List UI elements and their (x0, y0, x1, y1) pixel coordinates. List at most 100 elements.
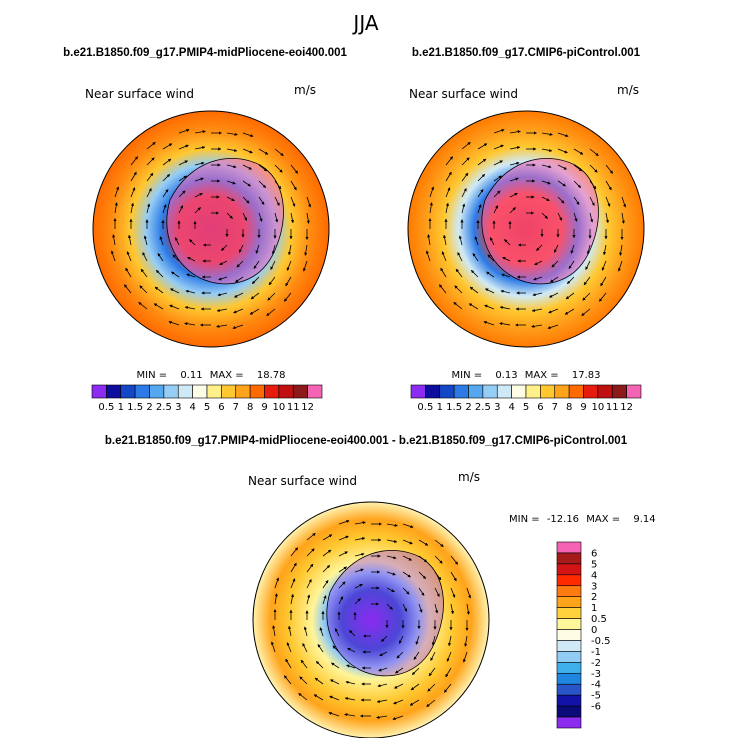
panel-3-wind-arrow-89 (302, 642, 308, 653)
panel-1-colorbar-label-3: 2 (146, 402, 152, 413)
panel-3-colorbar-box-2 (556, 563, 582, 576)
panel-3-wind-arrow-43 (386, 587, 395, 593)
panel-2-wind-arrow-92 (502, 256, 511, 262)
panel-1-wind-arrow-54 (194, 207, 201, 214)
panel-3-antarctica-outline (326, 550, 444, 677)
panel-3-colorbar-box-16 (556, 716, 582, 729)
panel-1-wind-arrow-8 (194, 146, 206, 150)
panel-2-colorbar-box-9 (540, 384, 556, 399)
panel-3-wind-arrow-4 (402, 523, 414, 529)
panel-1-wind-arrow-95 (236, 260, 244, 268)
panel-3-wind-arrow-110 (445, 667, 452, 678)
panel-3-wind-arrow-115 (345, 680, 356, 685)
panel-2-wind-arrow-74 (427, 234, 431, 246)
panel-1-wind-arrow-132 (184, 322, 196, 326)
panel-3-wind-arrow-36 (274, 577, 280, 589)
panel-2-wind-arrow-113 (469, 286, 479, 294)
panel-3: b.e21.B1850.f09_g17.PMIP4-midPliocene-eo… (105, 435, 656, 738)
panel-3-colorbar-box-14 (556, 694, 582, 707)
panel-1-wind-arrow-102 (155, 269, 164, 278)
panel-1-wind-arrow-45 (258, 196, 265, 205)
panel-2-wind-arrow-27 (477, 173, 486, 182)
panel-3-wind-arrow-48 (466, 587, 472, 599)
panel-1-colorbar-box-3 (134, 384, 150, 399)
panel-2-wind-arrow-41 (509, 192, 518, 198)
panel-1-colorbar-box-12 (264, 384, 280, 399)
panel-1-wind-arrow-59 (274, 212, 279, 223)
panel-1-colorbar-label-0: 0.5 (98, 402, 114, 413)
panel-2-wind-arrow-112 (454, 285, 463, 294)
panel-3-wind-arrow-74 (272, 625, 276, 637)
panel-2-wind-arrow-130 (581, 308, 591, 316)
panel-1-wind-arrow-21 (242, 164, 253, 170)
panel-1-wind-arrow-115 (185, 289, 196, 294)
panel-2-wind-arrow-21 (557, 164, 568, 170)
panel-2-wind-arrow-40 (493, 190, 501, 198)
panel-1-colorbar-label-6: 4 (189, 402, 195, 413)
panel-3-wind-arrow-111 (284, 675, 292, 685)
panel-1-max-value: 18.78 (257, 370, 286, 381)
panel-1-wind-arrow-92 (187, 256, 196, 262)
panel-3-wind-arrow-123 (313, 694, 324, 701)
panel-3-wind-arrow-75 (288, 625, 292, 637)
panel-3-wind-vectors (270, 519, 472, 721)
panel-1-colorbar-box-4 (149, 384, 165, 399)
panel-2-wind-arrow-18 (509, 161, 520, 166)
panel-1-colorbar-box-2 (120, 384, 136, 399)
panel-3-wind-arrow-23 (434, 555, 443, 564)
panel-1-wind-arrow-26 (146, 172, 154, 182)
panel-2-wind-arrow-29 (509, 177, 519, 182)
panel-3-wind-arrow-104 (346, 664, 356, 669)
panel-1-wind-arrow-28 (178, 175, 187, 182)
panel-3-wind-arrow-31 (386, 571, 396, 576)
panel-3-wind-arrow-120 (427, 683, 436, 692)
panel-3-colorbar-box-11 (556, 662, 582, 674)
panel-2-wind-arrow-114 (484, 288, 495, 294)
panel-2-min-label: MIN = (452, 370, 483, 381)
panel-3-wind-arrow-14 (290, 547, 298, 557)
panel-3-wind-arrow-119 (410, 683, 420, 691)
panel-3-wind-arrow-127 (376, 699, 388, 703)
panel-3-wind-arrow-28 (338, 566, 347, 573)
panel-3-colorbar-label-9: -1 (591, 647, 601, 658)
panel-2-wind-arrow-11 (557, 148, 568, 154)
panel-2-wind-arrow-7 (493, 144, 504, 150)
panel-1-wind-arrow-57 (242, 212, 248, 221)
panel-1-colorbar-box-6 (177, 384, 193, 399)
panel-1-variable: Near surface wind (85, 87, 194, 101)
panel-1-wind-arrow-125 (184, 306, 196, 310)
panel-3-wind-arrow-101 (300, 659, 308, 669)
panel-1-wind-arrow-22 (258, 164, 268, 172)
panel-1-wind-arrow-13 (274, 148, 284, 156)
panel-2-wind-arrow-122 (453, 302, 463, 310)
panel-1-wind-arrow-32 (242, 180, 251, 187)
panel-3-wind-arrow-76 (303, 626, 308, 637)
panel-2-wind-arrow-34 (589, 180, 597, 190)
panel-2-wind-arrow-32 (557, 180, 566, 187)
panel-1-colorbar-label-14: 12 (301, 402, 314, 413)
panel-3-min-value: -12.16 (547, 514, 579, 525)
panel-3-colorbar-label-5: 1 (591, 603, 597, 614)
panel-2-wind-arrow-16 (477, 158, 487, 166)
panel-1-wind-arrow-114 (169, 288, 180, 294)
panel-2-wind-arrow-101 (455, 268, 463, 278)
panel-2-wind-vectors (425, 128, 627, 330)
panel-3-wind-arrow-118 (393, 683, 404, 689)
panel-3-wind-arrow-113 (314, 677, 324, 685)
panel-2-wind-arrow-131 (483, 320, 495, 326)
panel-2-colorbar-box-13 (597, 384, 613, 399)
panel-2-colorbar-label-6: 4 (508, 402, 514, 413)
panel-3-wind-arrow-87 (270, 641, 276, 653)
panel-3-wind-arrow-0 (338, 519, 350, 525)
panel-2-wind-arrow-25 (445, 171, 452, 182)
panel-3-wind-arrow-6 (322, 534, 333, 541)
panel-1-wind-arrow-81 (221, 244, 228, 251)
panel-2-wind-arrow-128 (548, 308, 559, 314)
panel-2-wind-arrow-90 (472, 253, 479, 262)
panel-3-wind-arrow-128 (393, 699, 404, 705)
panel-2-wind-arrow-56 (541, 212, 548, 219)
panel-1-wind-arrow-121 (284, 292, 292, 302)
panel-3-wind-arrow-52 (322, 595, 327, 605)
panel-3-wind-arrow-20 (386, 555, 397, 560)
panel-2-wind-arrow-106 (533, 276, 543, 281)
